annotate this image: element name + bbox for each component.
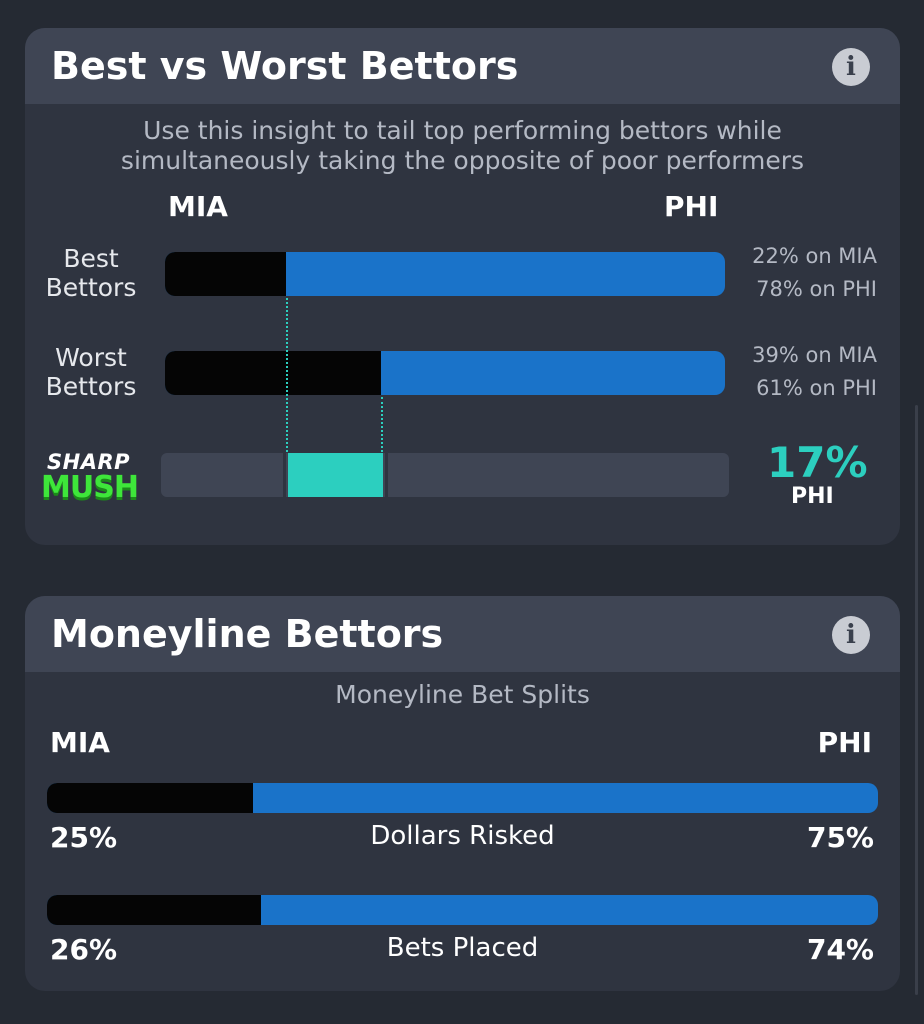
best-bettors-label: Best Bettors [25, 244, 161, 302]
moneyline-card: Moneyline Bettors i Moneyline Bet Splits… [25, 596, 900, 991]
best-bettors-phi-pct: 78% on PHI [756, 277, 877, 301]
team-left-label: MIA [50, 726, 110, 759]
track-divider-right [385, 453, 388, 497]
card-subtitle: Use this insight to tail top performing … [120, 116, 805, 175]
sharp-mush-logo: SHARP MUSH [39, 448, 149, 508]
team-right-label: PHI [664, 190, 719, 223]
bets-placed-label: Bets Placed [386, 933, 539, 963]
best-vs-worst-card: Best vs Worst Bettors i Use this insight… [25, 28, 900, 545]
best-split-connector [286, 298, 288, 452]
dollars-risked-phi-pct: 75% [806, 821, 874, 854]
logo-line2: MUSH [41, 470, 139, 505]
card-header: Moneyline Bettors i [25, 596, 900, 672]
difference-highlight [288, 453, 383, 497]
worst-bettors-split: 39% on MIA 61% on PHI [752, 339, 877, 405]
worst-bettors-phi-pct: 61% on PHI [756, 376, 877, 400]
worst-bettors-bar [165, 351, 725, 395]
worst-bettors-mia-segment [165, 351, 381, 395]
info-icon[interactable]: i [832, 616, 870, 654]
moneyline-subtitle: Moneyline Bet Splits [335, 680, 590, 709]
card-header: Best vs Worst Bettors i [25, 28, 900, 104]
difference-team: PHI [791, 484, 834, 509]
best-bettors-split: 22% on MIA 78% on PHI [752, 240, 877, 306]
card-title: Best vs Worst Bettors [51, 44, 519, 88]
bets-placed-bar [47, 895, 878, 925]
difference-track [161, 453, 729, 497]
dollars-risked-mia-pct: 25% [50, 821, 118, 854]
dollars-risked-bar [47, 783, 878, 813]
track-divider-left [283, 453, 286, 497]
worst-bettors-label: Worst Bettors [25, 343, 161, 401]
worst-bettors-mia-pct: 39% on MIA [752, 343, 877, 367]
bets-placed-phi-pct: 74% [806, 933, 874, 966]
dollars-risked-mia-segment [47, 783, 253, 813]
worst-bettors-label-line2: Bettors [45, 372, 137, 401]
scrollbar[interactable] [915, 405, 918, 995]
best-bettors-mia-segment [165, 252, 286, 296]
best-bettors-label-line1: Best [63, 244, 119, 273]
bets-placed-mia-pct: 26% [50, 933, 118, 966]
card-title: Moneyline Bettors [51, 612, 444, 656]
logo-line1: SHARP [47, 450, 131, 474]
team-right-label: PHI [817, 726, 872, 759]
team-left-label: MIA [168, 190, 228, 223]
info-icon[interactable]: i [832, 48, 870, 86]
best-bettors-mia-pct: 22% on MIA [752, 244, 877, 268]
best-bettors-bar [165, 252, 725, 296]
worst-split-connector [381, 397, 383, 452]
bets-placed-mia-segment [47, 895, 261, 925]
difference-value: 17% [767, 438, 868, 487]
best-bettors-label-line2: Bettors [45, 273, 137, 302]
dollars-risked-label: Dollars Risked [370, 821, 555, 851]
worst-bettors-label-line1: Worst [55, 343, 127, 372]
